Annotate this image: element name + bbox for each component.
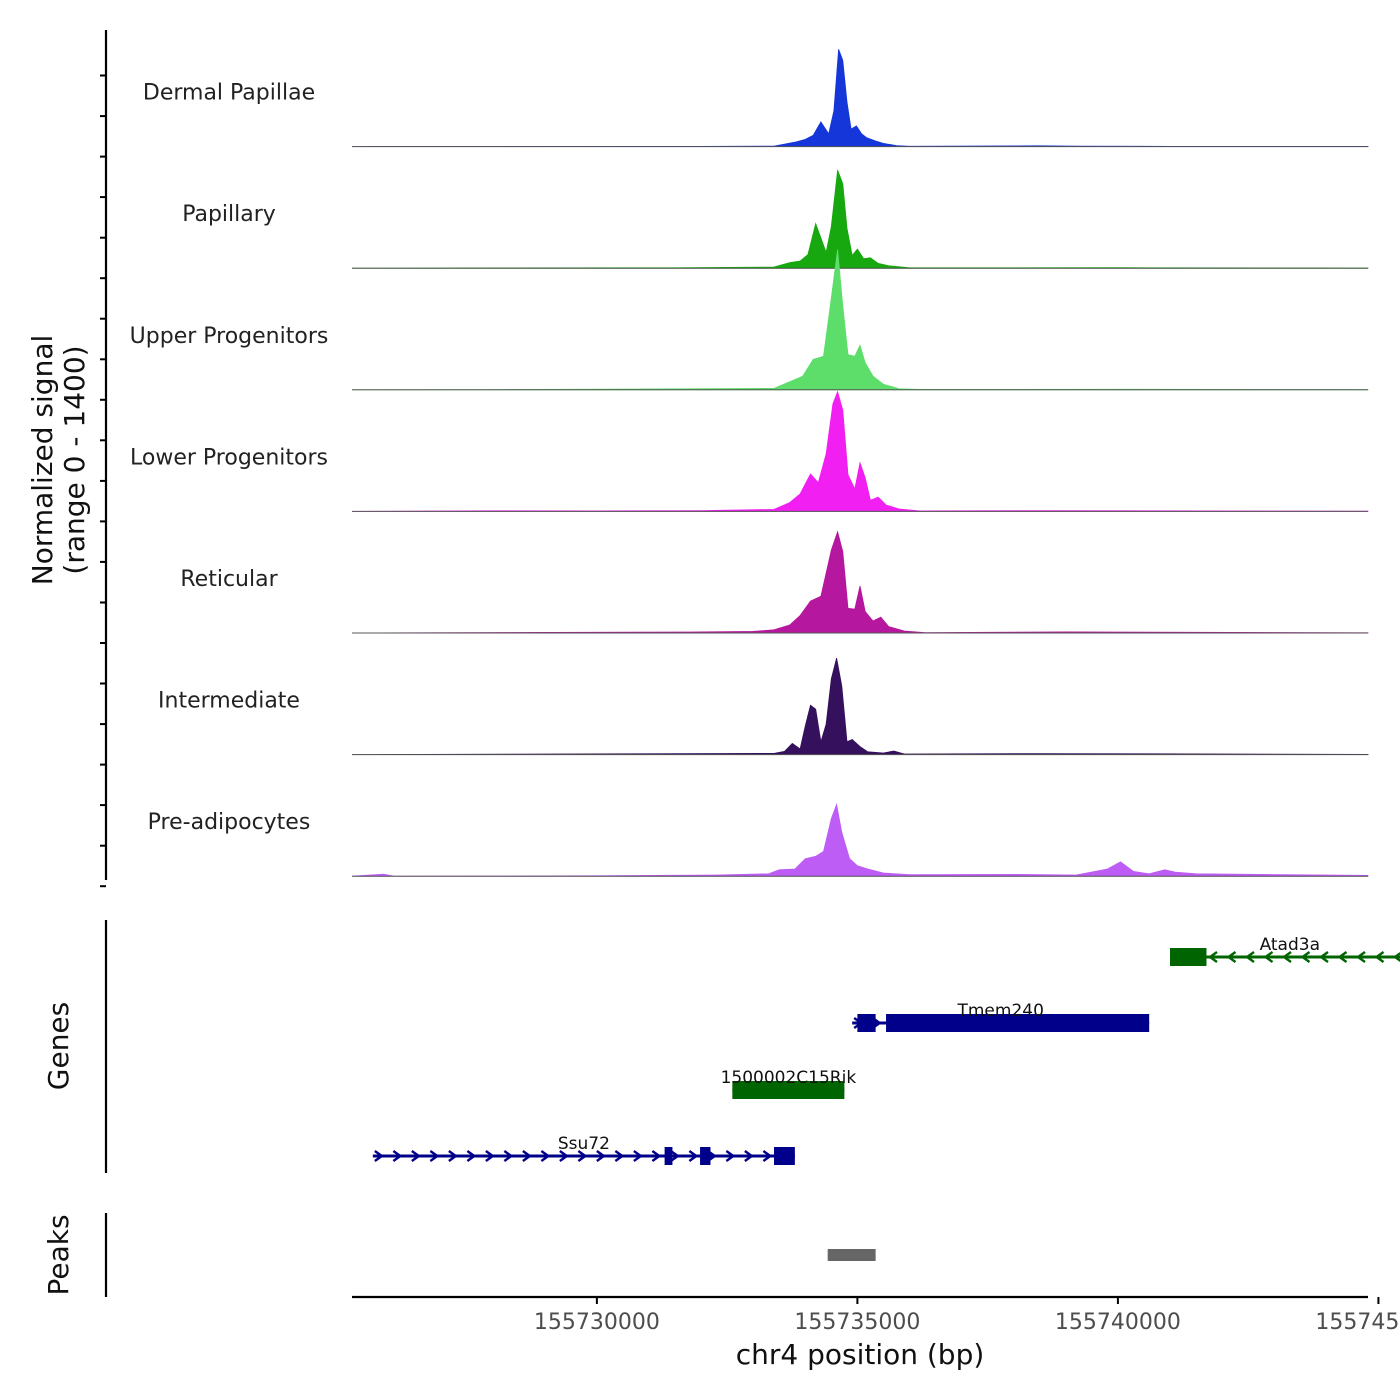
strand-arrow	[1244, 951, 1255, 963]
exon	[664, 1147, 673, 1165]
strand-arrow	[448, 1150, 458, 1162]
gene-label-ssu72: Ssu72	[558, 1134, 610, 1154]
strand-arrow	[1355, 951, 1366, 963]
genes-track-label: Genes	[42, 1002, 75, 1090]
coverage-y-ticks	[100, 74, 106, 888]
exon	[886, 1014, 1150, 1032]
strand-arrow	[633, 1150, 643, 1162]
strand-arrow	[725, 1150, 736, 1162]
strand-arrow	[1300, 951, 1311, 963]
strand-arrow	[559, 1150, 569, 1162]
peak-regions	[827, 1249, 876, 1261]
strand-arrow	[485, 1150, 495, 1162]
strand-arrow	[614, 1150, 625, 1162]
coverage-tracks: Dermal Papillae Papillary Upper Progenitor…	[130, 49, 1369, 877]
gene-label-atad3a: Atad3a	[1260, 935, 1320, 955]
strand-arrow	[429, 1150, 440, 1162]
exon	[857, 1014, 876, 1032]
strand-arrow	[1226, 951, 1237, 963]
x-axis-ticks: 155730000 155735000 155740000 155745000	[534, 1297, 1400, 1335]
track-dermal-papillae: Dermal Papillae	[143, 49, 1369, 148]
strand-arrow	[466, 1150, 477, 1162]
track-label-upper-progenitors: Upper Progenitors	[130, 324, 329, 349]
exon	[732, 1081, 845, 1099]
track-label-pre-adipocytes: Pre-adipocytes	[148, 810, 311, 835]
strand-arrow	[744, 1150, 754, 1162]
strand-arrow	[651, 1150, 662, 1162]
strand-arrow	[1318, 951, 1329, 963]
strand-arrow	[1337, 951, 1348, 963]
exon	[700, 1147, 711, 1165]
strand-arrow	[392, 1150, 403, 1162]
strand-arrow	[503, 1150, 514, 1162]
strand-arrow	[577, 1150, 588, 1162]
peaks-track-label: Peaks	[42, 1214, 75, 1295]
x-tick-label: 155740000	[1055, 1310, 1181, 1335]
y-axis-subtitle: (range 0 - 1400)	[58, 345, 91, 574]
strand-arrow	[1374, 951, 1385, 963]
strand-arrow	[596, 1150, 606, 1162]
x-tick-label: 155730000	[534, 1310, 660, 1335]
strand-arrow	[670, 1150, 680, 1162]
track-label-reticular: Reticular	[180, 567, 278, 592]
exon	[1170, 948, 1207, 966]
y-axis-title: Normalized signal	[26, 335, 59, 586]
signal-area-upper-progenitors	[351, 249, 1369, 391]
exon	[774, 1147, 795, 1165]
strand-arrow	[1207, 951, 1218, 963]
gene-label-tmem240: Tmem240	[956, 1001, 1043, 1021]
x-tick-label: 155735000	[794, 1310, 920, 1335]
track-intermediate: Intermediate	[158, 658, 1369, 756]
track-papillary: Papillary	[182, 170, 1369, 269]
x-tick-label: 155745000	[1315, 1310, 1400, 1335]
signal-area-intermediate	[351, 658, 1369, 755]
track-upper-progenitors: Upper Progenitors	[130, 249, 1369, 391]
track-label-lower-progenitors: Lower Progenitors	[130, 445, 328, 470]
strand-arrow	[411, 1150, 421, 1162]
track-label-papillary: Papillary	[182, 202, 276, 227]
strand-arrow	[688, 1150, 699, 1162]
signal-area-reticular	[351, 530, 1369, 634]
track-label-intermediate: Intermediate	[158, 689, 300, 714]
strand-arrow	[522, 1150, 532, 1162]
gene-atad3a: Atad3a	[1170, 935, 1400, 966]
signal-area-lower-progenitors	[351, 390, 1369, 512]
strand-arrow	[762, 1150, 773, 1162]
strand-arrow	[1281, 951, 1292, 963]
signal-area-pre-adipocytes	[351, 803, 1369, 877]
gene-label-1500002c15rik: 1500002C15Rik	[721, 1068, 857, 1088]
signal-area-dermal-papillae	[351, 49, 1369, 147]
track-pre-adipocytes: Pre-adipocytes	[148, 803, 1369, 877]
gene-tmem240: Tmem240	[852, 1001, 1150, 1032]
strand-arrow	[1263, 951, 1274, 963]
track-reticular: Reticular	[180, 530, 1369, 634]
x-axis-title: chr4 position (bp)	[736, 1338, 985, 1371]
track-lower-progenitors: Lower Progenitors	[130, 390, 1369, 512]
peak-bar	[827, 1249, 876, 1261]
track-label-dermal-papillae: Dermal Papillae	[143, 81, 315, 106]
gene-1500002c15rik: 1500002C15Rik	[721, 1068, 857, 1099]
gene-ssu72: Ssu72	[372, 1134, 795, 1165]
strand-arrow	[540, 1150, 551, 1162]
strand-arrow	[374, 1150, 384, 1162]
gene-annotations: Atad3a Tmem240 1500002C15Rik Ssu72	[372, 935, 1400, 1165]
signal-area-papillary	[351, 170, 1369, 269]
